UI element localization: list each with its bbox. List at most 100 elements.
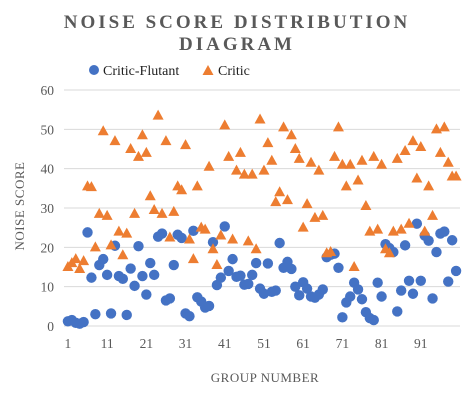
data-point-critic-flutant: [133, 240, 144, 252]
data-point-critic-flutant: [286, 263, 297, 275]
data-point-critic: [105, 239, 117, 250]
data-point-critic: [332, 121, 344, 132]
data-point-critic-flutant: [125, 263, 136, 274]
data-point-critic-flutant: [407, 288, 419, 299]
data-point-critic: [70, 253, 82, 264]
x-tick-label: 21: [140, 336, 154, 351]
data-point-critic: [415, 141, 427, 152]
y-tick-label: 10: [41, 280, 55, 295]
data-point-critic-flutant: [258, 288, 270, 299]
data-point-critic: [383, 247, 395, 258]
data-point-critic-flutant: [101, 269, 113, 281]
data-point-critic: [356, 154, 368, 165]
data-point-critic-flutant: [403, 275, 415, 286]
data-point-critic: [325, 246, 337, 257]
data-point-critic: [313, 164, 325, 175]
data-point-critic-flutant: [148, 269, 160, 281]
data-point-critic: [113, 225, 125, 236]
data-point-critic-flutant: [176, 232, 187, 244]
data-point-critic-flutant: [86, 272, 97, 283]
data-point-critic: [348, 261, 360, 271]
data-point-critic-flutant: [203, 300, 215, 312]
data-point-critic: [399, 144, 411, 155]
data-point-critic-flutant: [411, 218, 423, 229]
data-point-critic: [376, 158, 388, 169]
data-point-critic-flutant: [145, 257, 156, 269]
data-point-critic-flutant: [188, 225, 199, 237]
data-point-critic: [246, 168, 258, 179]
data-point-critic: [289, 143, 301, 153]
data-point-critic-flutant: [223, 265, 234, 277]
data-point-critic: [419, 225, 431, 236]
data-point-critic-flutant: [294, 290, 305, 301]
data-point-critic: [148, 203, 160, 214]
data-point-critic: [270, 196, 282, 207]
y-axis-tick-labels: 0 10 20 30 40 50 60: [41, 83, 55, 334]
data-point-critic: [254, 113, 266, 124]
data-point-critic-flutant: [243, 278, 254, 290]
series-critic-points: [62, 109, 462, 273]
x-axis-label: GROUP NUMBER: [211, 370, 319, 385]
data-point-critic: [360, 200, 372, 211]
data-point-critic: [129, 207, 141, 218]
x-tick-label: 81: [375, 336, 389, 351]
data-point-critic: [250, 243, 262, 254]
legend: Critic-Flutant Critic: [89, 64, 250, 79]
data-point-critic: [344, 158, 356, 169]
data-point-critic-flutant: [446, 235, 458, 246]
data-point-critic: [274, 186, 286, 197]
data-point-critic: [211, 259, 223, 270]
data-point-critic-flutant: [450, 265, 462, 277]
data-point-critic-flutant: [235, 270, 246, 281]
data-point-critic: [223, 150, 235, 161]
data-point-critic: [160, 135, 172, 146]
x-tick-label: 91: [414, 336, 428, 351]
x-tick-label: 1: [65, 336, 72, 351]
data-point-critic: [78, 255, 90, 266]
data-point-critic: [442, 156, 454, 167]
data-point-critic: [352, 174, 364, 185]
x-tick-label: 11: [101, 336, 114, 351]
data-point-critic: [278, 121, 290, 132]
data-point-critic: [176, 184, 188, 195]
data-point-critic: [207, 243, 219, 254]
y-tick-label: 60: [41, 83, 55, 98]
data-point-critic: [336, 158, 348, 169]
data-point-critic: [180, 139, 192, 150]
data-point-critic-flutant: [345, 291, 356, 302]
data-point-critic: [434, 146, 446, 157]
data-point-critic: [187, 253, 199, 264]
data-point-critic: [97, 125, 109, 136]
data-point-critic: [317, 209, 329, 220]
data-point-critic: [450, 170, 462, 181]
data-point-critic-flutant: [129, 280, 140, 292]
data-point-critic: [231, 164, 243, 175]
x-axis-tick-labels: 1 11 21 31 41 51 61 71 81 91: [65, 336, 428, 351]
data-point-critic-flutant: [274, 237, 285, 249]
data-point-critic: [183, 233, 195, 244]
legend-marker-critic: [202, 65, 214, 75]
data-point-critic-flutant: [439, 226, 450, 237]
data-point-critic: [168, 205, 180, 216]
chart-title-line-2: DIAGRAM: [179, 34, 295, 55]
data-point-critic: [156, 207, 168, 218]
data-point-critic: [281, 194, 293, 205]
data-point-critic: [199, 223, 211, 234]
data-point-critic-flutant: [376, 291, 387, 302]
data-point-critic: [136, 129, 148, 140]
data-point-critic-flutant: [356, 294, 368, 305]
data-point-critic: [262, 137, 274, 148]
data-point-critic-flutant: [219, 221, 230, 232]
data-point-critic: [219, 119, 231, 130]
y-tick-label: 40: [41, 162, 55, 177]
data-point-critic: [340, 180, 352, 191]
data-point-critic-flutant: [137, 270, 148, 282]
data-point-critic-flutant: [399, 240, 411, 251]
data-point-critic: [411, 172, 423, 183]
data-point-critic: [93, 207, 105, 218]
data-point-critic-flutant: [156, 228, 168, 239]
data-point-critic-flutant: [290, 281, 301, 292]
data-point-critic: [423, 180, 435, 191]
